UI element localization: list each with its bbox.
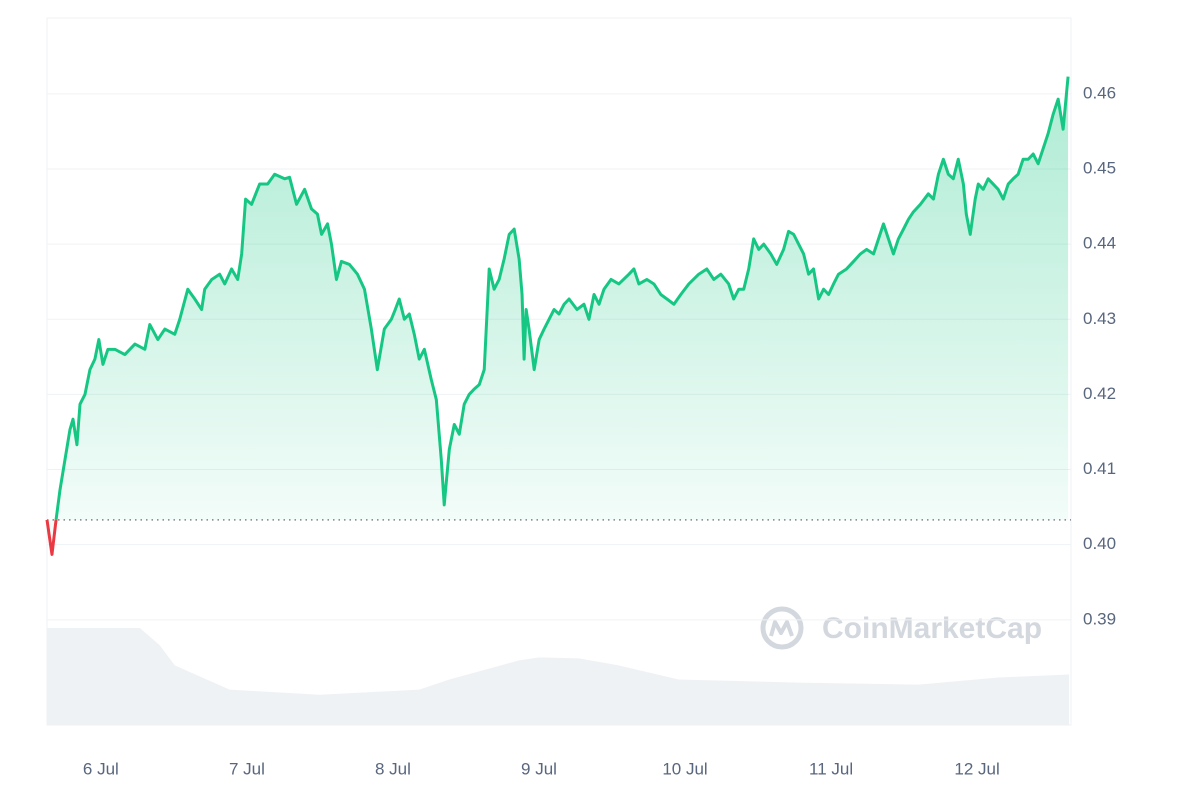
x-tick-label: 7 Jul xyxy=(229,759,265,778)
y-tick-label: 0.41 xyxy=(1083,459,1116,478)
price-area xyxy=(47,76,1069,555)
x-tick-label: 9 Jul xyxy=(521,759,557,778)
price-line xyxy=(45,76,1070,556)
y-tick-label: 0.42 xyxy=(1083,384,1116,403)
x-tick-label: 10 Jul xyxy=(662,759,707,778)
x-tick-label: 8 Jul xyxy=(375,759,411,778)
watermark-text: CoinMarketCap xyxy=(822,612,1042,645)
volume-area xyxy=(47,628,1070,725)
y-tick-label: 0.39 xyxy=(1083,609,1116,628)
y-tick-label: 0.45 xyxy=(1083,159,1116,178)
watermark: CoinMarketCap xyxy=(760,606,1042,650)
y-tick-label: 0.43 xyxy=(1083,309,1116,328)
x-tick-label: 6 Jul xyxy=(83,759,119,778)
y-tick-label: 0.40 xyxy=(1083,534,1116,553)
y-tick-label: 0.44 xyxy=(1083,234,1116,253)
x-tick-label: 11 Jul xyxy=(809,759,853,778)
x-tick-label: 12 Jul xyxy=(954,759,999,778)
y-tick-label: 0.46 xyxy=(1083,83,1116,102)
